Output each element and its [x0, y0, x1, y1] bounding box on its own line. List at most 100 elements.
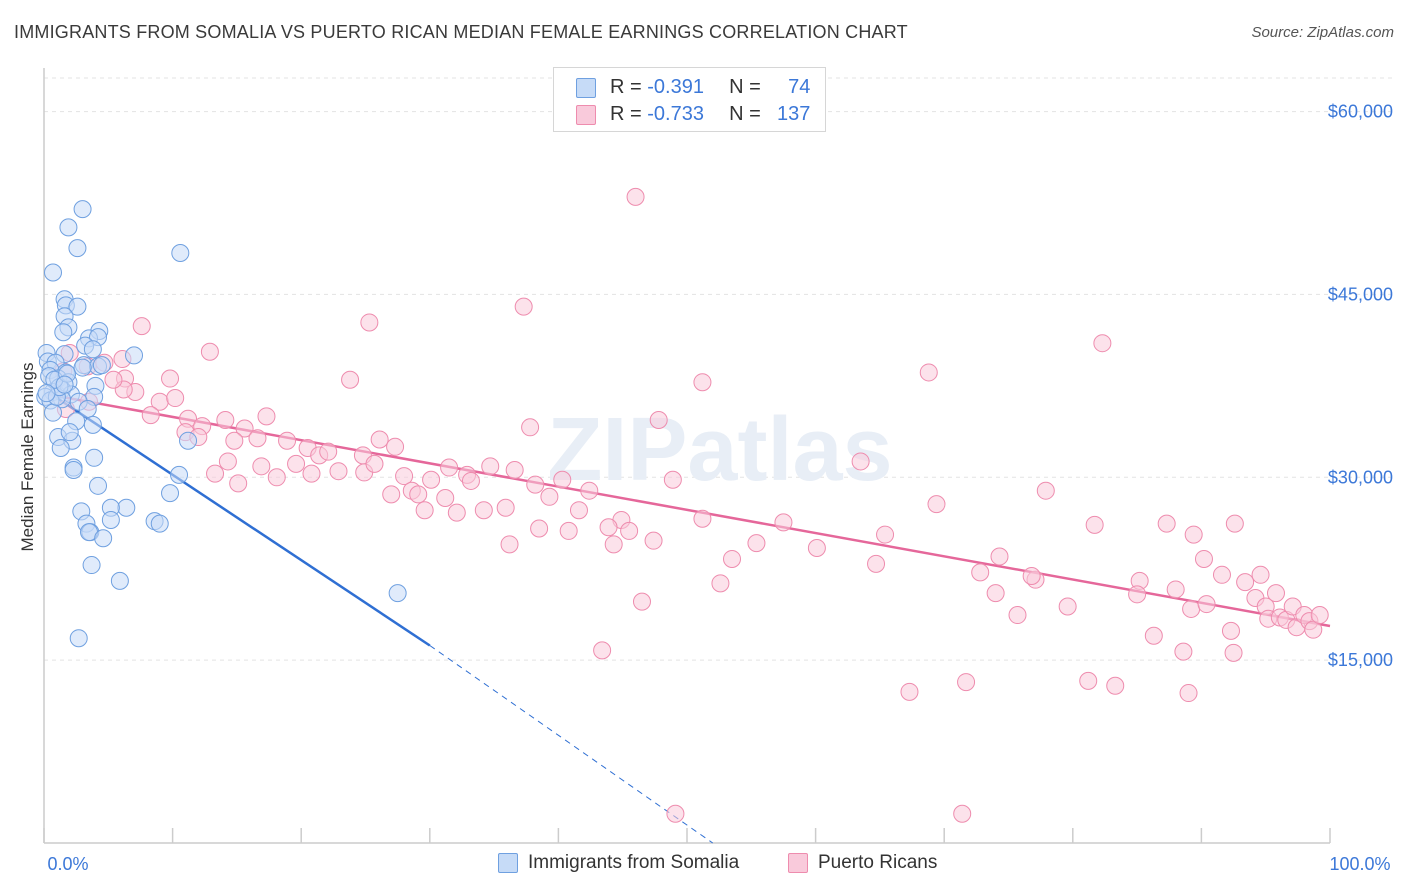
somalia-point	[83, 415, 102, 434]
puerto-rican-point	[666, 804, 685, 823]
puerto-rican-point	[1225, 514, 1244, 533]
chart-title: IMMIGRANTS FROM SOMALIA VS PUERTO RICAN …	[14, 22, 908, 42]
puerto-rican-point	[436, 489, 455, 508]
puerto-rican-point	[132, 317, 151, 336]
y-tick-label: $15,000	[1328, 650, 1393, 670]
somalia-point	[150, 514, 169, 533]
puerto-rican-point	[329, 462, 348, 481]
puerto-rican-point	[514, 297, 533, 316]
bottom-somalia-label: Immigrants from Somalia	[528, 852, 740, 873]
puerto-rican-point	[971, 563, 990, 582]
y-tick-label: $30,000	[1328, 467, 1393, 487]
somalia-point	[51, 439, 70, 458]
x-tick-label: 100.0%	[1329, 854, 1390, 874]
puerto-rican-point	[723, 549, 742, 568]
somalia-point	[85, 448, 104, 467]
puerto-rican-point	[365, 454, 384, 473]
puerto-rican-point	[663, 470, 682, 489]
puerto-rican-point	[626, 187, 645, 206]
puerto-rican-point	[1251, 565, 1270, 584]
puerto-rican-point	[395, 467, 414, 486]
somalia-points	[36, 200, 407, 648]
puerto-rican-point	[218, 452, 237, 471]
puerto-n-value: 137	[776, 103, 811, 125]
puerto-rican-point	[1079, 671, 1098, 690]
puerto-rican-point	[141, 406, 160, 425]
somalia-point	[161, 484, 180, 503]
puerto-rican-point	[257, 407, 276, 426]
gridlines	[44, 77, 1394, 661]
puerto-rican-point	[559, 521, 578, 540]
puerto-rican-point	[1182, 599, 1201, 618]
somalia-point	[69, 629, 88, 648]
puerto-rican-point	[474, 501, 493, 520]
puerto-rican-point	[526, 475, 545, 494]
puerto-rican-point	[530, 519, 549, 538]
puerto-rican-point	[1310, 606, 1329, 625]
puerto-rican-point	[1179, 684, 1198, 703]
puerto-rican-point	[341, 370, 360, 389]
somalia-point	[94, 529, 113, 548]
puerto-rican-point	[440, 458, 459, 477]
puerto-rican-point	[278, 431, 297, 450]
puerto-rican-point	[1266, 584, 1285, 603]
somalia-point	[68, 297, 87, 316]
somalia-point	[82, 556, 101, 575]
puerto-rican-point	[851, 452, 870, 471]
puerto-rican-point	[569, 501, 588, 520]
puerto-rican-point	[500, 535, 519, 554]
somalia-point	[60, 423, 79, 442]
puerto-rican-point	[447, 503, 466, 522]
puerto-rican-point	[953, 804, 972, 823]
puerto-rican-point	[104, 370, 123, 389]
puerto-rican-point	[481, 457, 500, 476]
bottom-somalia-swatch	[498, 853, 518, 873]
puerto-rican-point	[1224, 643, 1243, 662]
puerto-rican-point	[711, 574, 730, 593]
puerto-rican-point	[876, 525, 895, 544]
puerto-rican-point	[206, 464, 225, 483]
puerto-rican-point	[807, 538, 826, 557]
puerto-rican-points	[54, 187, 1329, 823]
somalia-trend-extension	[429, 645, 714, 844]
puerto-rican-point	[1197, 595, 1216, 614]
puerto-rican-point	[1008, 606, 1027, 625]
somalia-trend-line	[47, 390, 431, 647]
puerto-rican-point	[632, 592, 651, 611]
somalia-point	[92, 356, 111, 375]
puerto-rican-point	[644, 531, 663, 550]
somalia-point	[89, 476, 108, 495]
somalia-r-value: -0.391	[647, 76, 704, 98]
puerto-rican-point	[774, 513, 793, 532]
somalia-point	[171, 243, 190, 262]
y-axis-label: Median Female Earnings	[18, 363, 37, 552]
somalia-point	[73, 200, 92, 219]
puerto-rican-point	[229, 474, 248, 493]
puerto-rican-point	[553, 470, 572, 489]
puerto-r-value: -0.733	[647, 103, 704, 125]
somalia-n-value: 74	[788, 76, 811, 98]
puerto-rican-point	[1106, 676, 1125, 695]
puerto-rican-point	[747, 534, 766, 553]
correlation-legend: R = -0.391 N = 74 R = -0.733 N = 137	[553, 67, 826, 132]
puerto-rican-point	[1184, 525, 1203, 544]
puerto-rican-point	[1036, 481, 1055, 500]
somalia-point	[83, 340, 102, 359]
puerto-rican-point	[1157, 514, 1176, 533]
puerto-rican-point	[693, 509, 712, 528]
puerto-rican-point	[649, 410, 668, 429]
puerto-rican-point	[1166, 580, 1185, 599]
puerto-rican-point	[161, 369, 180, 388]
watermark: ZIPatlas	[547, 400, 892, 500]
puerto-r-label: R =	[610, 103, 642, 125]
puerto-rican-point	[267, 468, 286, 487]
puerto-rican-point	[1194, 549, 1213, 568]
puerto-rican-point	[409, 485, 428, 504]
puerto-rican-point	[370, 430, 389, 449]
puerto-rican-point	[461, 471, 480, 490]
puerto-rican-point	[319, 442, 338, 461]
puerto-rican-point	[505, 460, 524, 479]
puerto-rican-point	[302, 464, 321, 483]
puerto-rican-point	[287, 454, 306, 473]
